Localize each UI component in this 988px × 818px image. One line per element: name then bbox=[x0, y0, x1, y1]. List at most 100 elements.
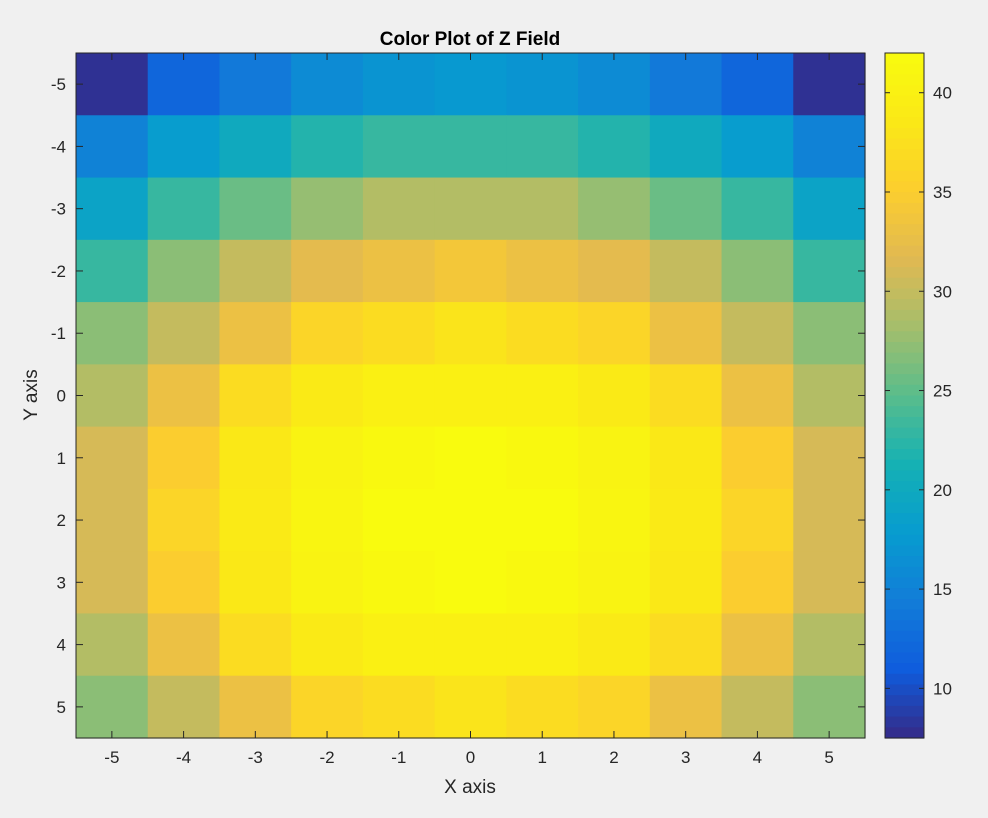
colorbar-ticks: 10 15 20 25 30 35 40 bbox=[885, 84, 952, 698]
heatmap-cell bbox=[721, 426, 794, 490]
heatmap-cell bbox=[362, 364, 436, 428]
heatmap-cell bbox=[76, 675, 149, 739]
colorbar-segment bbox=[885, 53, 924, 65]
colorbar-segment bbox=[885, 416, 924, 429]
colorbar-segment bbox=[885, 352, 924, 364]
x-tick-label: -3 bbox=[248, 748, 263, 767]
heatmap-cell bbox=[219, 675, 292, 739]
colorbar-segment bbox=[885, 534, 924, 546]
y-tick-label: 4 bbox=[57, 636, 66, 655]
colorbar-segment bbox=[885, 138, 924, 150]
heatmap-cell bbox=[649, 675, 723, 739]
colorbar-segment bbox=[885, 363, 924, 375]
heatmap-cell bbox=[362, 239, 436, 303]
heatmap-cell bbox=[506, 551, 579, 615]
heatmap-cell bbox=[219, 177, 292, 241]
colorbar-segment bbox=[885, 523, 924, 536]
colorbar-segment bbox=[885, 395, 924, 407]
heatmap-cell bbox=[291, 115, 364, 179]
colorbar-segment bbox=[885, 502, 924, 514]
heatmap-cell bbox=[362, 488, 436, 552]
heatmap-cell bbox=[219, 302, 292, 365]
colorbar-segment bbox=[885, 117, 924, 129]
heatmap-cell bbox=[147, 302, 221, 365]
heatmap-cell bbox=[147, 239, 221, 303]
heatmap-cell bbox=[506, 613, 579, 677]
heatmap-cell bbox=[578, 551, 651, 615]
heatmap-cell bbox=[793, 177, 866, 241]
chart-title: Color Plot of Z Field bbox=[380, 29, 560, 50]
colorbar-segment bbox=[885, 277, 924, 290]
heatmap-cell bbox=[721, 613, 794, 677]
heatmap-cell bbox=[506, 488, 579, 552]
heatmap-cell bbox=[649, 239, 723, 303]
heatmap-cell bbox=[291, 53, 364, 116]
x-tick-label: 4 bbox=[753, 748, 762, 767]
colorbar-segment bbox=[885, 727, 924, 739]
y-axis-label: Y axis bbox=[21, 369, 42, 420]
heatmap-cell bbox=[291, 426, 364, 490]
heatmap-cell bbox=[578, 239, 651, 303]
heatmap-cell bbox=[578, 426, 651, 490]
colorbar-segment bbox=[885, 192, 924, 204]
colorbar-segment bbox=[885, 673, 924, 686]
colorbar-segment bbox=[885, 427, 924, 439]
heatmap-cell bbox=[506, 177, 579, 241]
heatmap-cell bbox=[362, 177, 436, 241]
colorbar-segment bbox=[885, 684, 924, 696]
heatmap-cell bbox=[721, 53, 794, 116]
y-tick-label: -5 bbox=[51, 75, 66, 94]
heatmap-cell bbox=[147, 488, 221, 552]
heatmap-cell bbox=[434, 115, 507, 179]
heatmap-cell bbox=[147, 675, 221, 739]
colorbar-segment bbox=[885, 459, 924, 472]
heatmap-cell bbox=[219, 115, 292, 179]
colorbar-segment bbox=[885, 127, 924, 140]
colorbar-segment bbox=[885, 85, 924, 97]
y-tick-label: 2 bbox=[57, 511, 66, 530]
heatmap-cell bbox=[219, 488, 292, 552]
heatmap-cell bbox=[76, 551, 149, 615]
colorbar-segment bbox=[885, 630, 924, 643]
x-tick-label: 2 bbox=[609, 748, 618, 767]
heatmap-cell bbox=[219, 239, 292, 303]
colorbar-segment bbox=[885, 609, 924, 621]
heatmap-cell bbox=[578, 302, 651, 365]
colorbar-segment bbox=[885, 288, 924, 300]
colorbar-segment bbox=[885, 181, 924, 193]
heatmap-cell bbox=[578, 675, 651, 739]
x-tick-label: 0 bbox=[466, 748, 475, 767]
colorbar-segment bbox=[885, 213, 924, 225]
heatmap-cell bbox=[147, 551, 221, 615]
heatmap-cell bbox=[506, 53, 579, 116]
heatmap-cell bbox=[721, 675, 794, 739]
heatmap-cell bbox=[649, 53, 723, 116]
heatmap-cell bbox=[76, 613, 149, 677]
heatmap-cell bbox=[793, 675, 866, 739]
heatmap-cell bbox=[362, 426, 436, 490]
heatmap-cell bbox=[219, 53, 292, 116]
heatmap-cell bbox=[291, 551, 364, 615]
heatmap-cell bbox=[649, 426, 723, 490]
heatmap-cell bbox=[434, 239, 507, 303]
heatmap-cell bbox=[506, 364, 579, 428]
colorbar-segment bbox=[885, 299, 924, 311]
heatmap-cell bbox=[362, 551, 436, 615]
y-tick-label: 0 bbox=[57, 387, 66, 406]
heatmap-cell bbox=[76, 364, 149, 428]
colorbar-segment bbox=[885, 106, 924, 118]
colorbar-segment bbox=[885, 341, 924, 354]
y-tick-label: -4 bbox=[51, 137, 66, 156]
y-axis-ticks: -5 -4 -3 -2 -1 0 1 2 3 4 5 bbox=[51, 75, 865, 717]
heatmap-cells bbox=[76, 53, 866, 739]
colorbar-frame bbox=[884, 52, 925, 739]
colorbar-segment bbox=[885, 663, 924, 675]
heatmap-cell bbox=[649, 551, 723, 615]
colorbar-segment bbox=[885, 577, 924, 589]
heatmap-cell bbox=[434, 613, 507, 677]
heatmap-cell bbox=[434, 675, 507, 739]
heatmap-cell bbox=[649, 115, 723, 179]
heatmap-cell bbox=[506, 239, 579, 303]
colorbar-segment bbox=[885, 470, 924, 482]
